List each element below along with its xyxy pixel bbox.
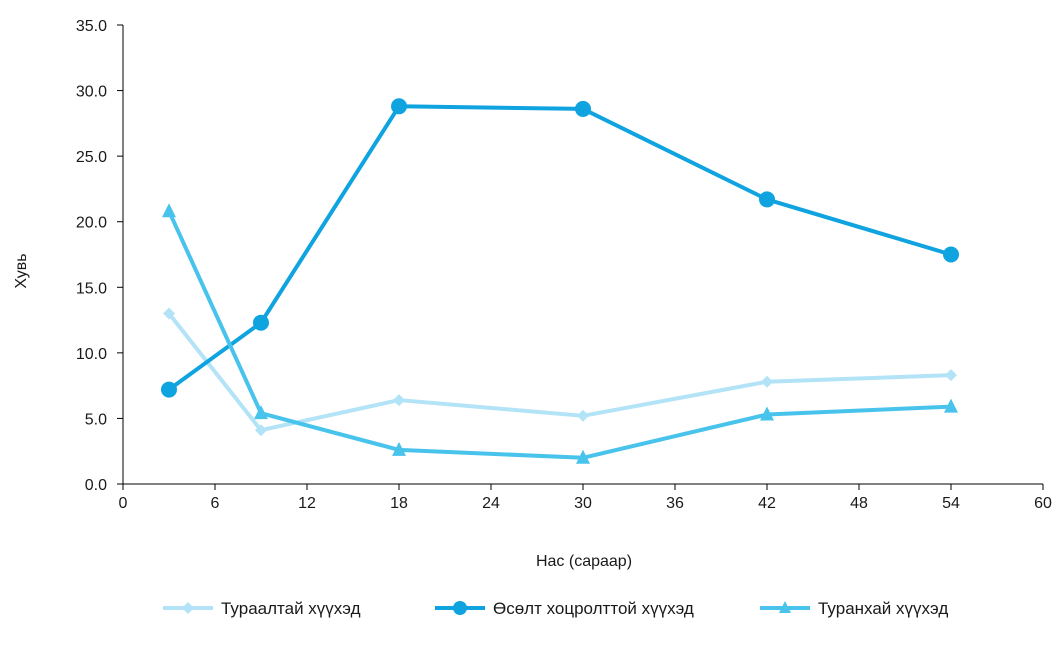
- series-3-point: [162, 203, 176, 218]
- series-1-point: [945, 369, 957, 382]
- legend-swatch-marker: [182, 602, 194, 614]
- y-tick-label: 25.0: [76, 149, 107, 166]
- series-1: [163, 307, 957, 437]
- x-tick-label: 12: [298, 495, 316, 512]
- legend-swatch-marker: [779, 601, 791, 613]
- series-2-point: [759, 191, 775, 208]
- x-tick-label: 36: [666, 495, 684, 512]
- x-tick-label: 48: [850, 495, 868, 512]
- y-tick-label: 0.0: [85, 477, 107, 494]
- series-1-point: [163, 307, 175, 320]
- legend-swatch-marker: [453, 601, 467, 615]
- x-axis-title: Нас (сараар): [536, 553, 632, 570]
- x-tick-label: 42: [758, 495, 776, 512]
- series-2-point: [253, 314, 269, 331]
- series-1-point: [577, 409, 589, 422]
- series-1-line: [167, 311, 953, 433]
- series-1-point: [761, 375, 773, 388]
- series-2-line: [167, 104, 953, 392]
- series-3-point: [944, 398, 958, 413]
- legend-item-2: Өсөлт хоцролттой хүүхэд: [435, 599, 694, 618]
- legend-item-1: Тураалтай хүүхэд: [163, 599, 361, 618]
- y-tick-label: 20.0: [76, 215, 107, 232]
- series-2-point: [943, 246, 959, 263]
- x-tick-label: 60: [1034, 495, 1052, 512]
- series-2: [161, 98, 959, 398]
- series-3-point: [254, 405, 268, 420]
- series-2-point: [391, 98, 407, 115]
- series-3-point: [760, 406, 774, 421]
- axes: 0.0 5.0 10.0 15.0 20.0 25.0 30.0 35.0 0 6 12 18 24 30…: [76, 18, 1052, 512]
- x-tick-label: 0: [119, 495, 128, 512]
- series-3-point: [576, 449, 590, 464]
- x-tick-label: 30: [574, 495, 592, 512]
- y-axis-title: Хувь: [13, 253, 30, 288]
- series-1-point: [393, 394, 405, 407]
- x-tick-label: 24: [482, 495, 500, 512]
- series-3-point: [392, 441, 406, 456]
- legend: Тураалтай хүүхэд Өсөлт хоцролттой хүүхэд Т…: [163, 599, 948, 618]
- series-1-point: [255, 424, 267, 437]
- y-tick-label: 10.0: [76, 346, 107, 363]
- series-3-line: [167, 209, 953, 460]
- x-tick-label: 54: [942, 495, 960, 512]
- legend-label: Тураалтай хүүхэд: [221, 599, 361, 618]
- series-2-point: [575, 100, 591, 117]
- x-tick-label: 6: [211, 495, 220, 512]
- series-2-point: [161, 381, 177, 398]
- x-tick-label: 18: [390, 495, 408, 512]
- y-tick-label: 35.0: [76, 18, 107, 35]
- legend-label: Туранхай хүүхэд: [818, 599, 948, 618]
- y-tick-label: 15.0: [76, 280, 107, 297]
- y-tick-label: 30.0: [76, 84, 107, 101]
- y-tick-label: 5.0: [85, 411, 107, 428]
- legend-item-3: Туранхай хүүхэд: [760, 599, 948, 618]
- legend-label: Өсөлт хоцролттой хүүхэд: [493, 599, 694, 618]
- series-3: [162, 203, 958, 464]
- series-layer: [161, 98, 959, 464]
